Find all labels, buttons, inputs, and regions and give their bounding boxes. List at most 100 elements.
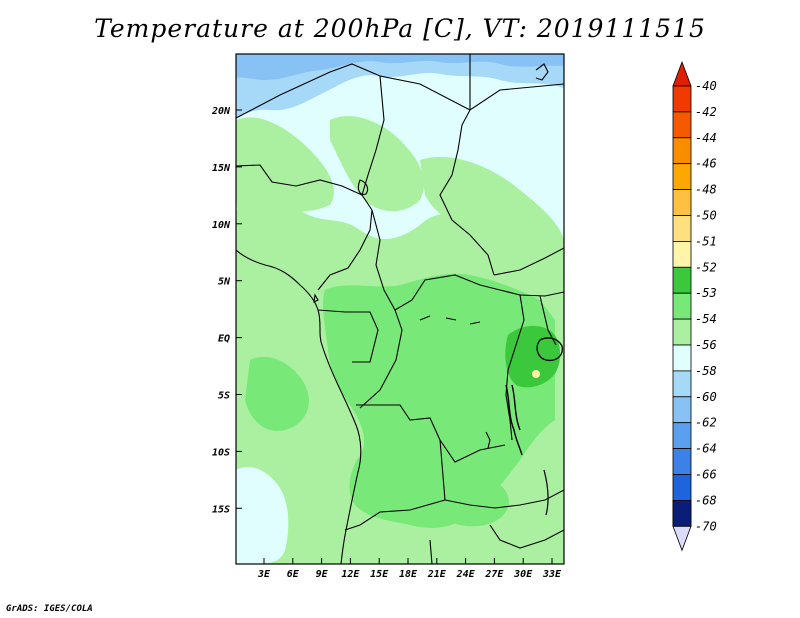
border-botswana-zimbabwe [489,524,564,549]
lon-label: 27E [484,569,504,580]
colorbar-swatch [672,292,692,320]
colorbar-swatch [672,396,692,424]
colorbar-top-cap [672,60,692,87]
lon-label: 9E [316,569,329,580]
border-car-south [394,274,521,311]
field-blue-band [236,54,564,80]
lake-mweru [485,431,491,449]
colorbar-swatch [672,266,692,294]
border-nigeria-east [317,209,373,291]
colorbar-swatch [672,137,692,165]
field-yellow-51-spot [532,370,540,378]
colorbar-label: -42 [695,105,717,119]
temperature-field [236,54,564,564]
lon-label: 21E [427,569,447,580]
colorbar-label: -40 [695,79,717,93]
lon-label: 15E [370,569,389,580]
field-green-tongue-central [330,116,424,212]
lon-label: 24E [456,569,476,580]
colorbar-label: -70 [695,519,717,533]
lake-victoria [536,337,563,362]
sinai-coast [535,63,549,81]
colorbar [672,60,692,552]
colorbar-label: -62 [695,416,717,430]
border-namibia-botswana [429,539,433,564]
lon-label: 18E [399,569,418,580]
lat-label: EQ [218,334,230,345]
lon-label: 6E [287,569,300,580]
lat-label: 10N [212,220,231,231]
colorbar-swatch [672,215,692,242]
colorbar-label: -64 [695,442,717,456]
field-green-53-south [430,466,509,527]
colorbar-swatch [672,422,692,450]
border-libya-chad [469,54,564,112]
field-green-53-west [245,356,309,431]
colorbar-swatch [672,474,692,501]
longitude-labels: 3E 6E 9E 12E 15E 18E 21E 24E 27E 30E 33E [257,569,562,580]
colorbar-label: -50 [695,209,717,223]
river-congo-marks [419,315,481,325]
border-mali-niger-nigeria [236,164,363,196]
border-angola-drc [356,404,506,463]
lat-label: 5S [218,391,230,402]
border-gabon-congo [317,309,379,363]
colorbar-label: -46 [695,157,717,171]
colorbar-swatch [672,318,692,346]
lat-label: 20N [211,106,231,117]
lon-label: 33E [542,569,562,580]
border-algeria-niger [236,63,471,119]
lat-label: 15N [212,163,231,174]
field-green-52-kivu [505,325,561,388]
colorbar-swatch [672,240,692,268]
colorbar-label: -52 [695,260,717,274]
colorbar-labels: -40 -42 -44 -46 -48 -50 -51 -52 -53 -54 -56 -58 -60 -… [695,79,717,533]
colorbar-swatch [672,344,692,372]
colorbar-swatch [672,189,692,216]
border-drc-east [505,294,525,441]
field-green-tongue-west [236,117,334,222]
lon-label: 30E [513,569,533,580]
colorbar-label: -68 [695,493,717,507]
lake-chad [357,179,369,195]
border-congo-drc [359,309,403,409]
grads-credit: GrADS: IGES/COLA [6,604,93,614]
lat-label: 5N [218,277,231,288]
field-green-53-congo-basin [323,273,555,528]
colorbar-label: -56 [695,338,717,352]
colorbar-label: -66 [695,468,717,482]
colorbar-label: -53 [695,286,717,300]
colorbar-label: -60 [695,390,717,404]
map-frame [235,53,565,565]
latitude-labels: 20N 15N 10N 5N EQ 5S 10S 15S [211,106,231,515]
colorbar-swatch [672,370,692,398]
border-niger-chad [361,75,385,211]
lat-label: 15S [212,504,230,515]
border-angola-zambia [344,439,446,531]
border-chad-sudan [439,109,495,276]
colorbar-label: -51 [695,234,717,248]
colorbar-swatch [672,163,692,190]
lake-small-north [313,293,319,303]
colorbar-swatch [672,85,692,113]
colorbar-label: -44 [695,131,717,145]
country-borders [236,54,564,564]
border-uganda-kenya [539,295,557,346]
colorbar-label: -48 [695,183,717,197]
west-africa-coastline [236,249,362,564]
field-pale-cyan-southwest [236,466,289,564]
border-ssudan-south [519,291,564,297]
field-green-tongue-east [420,156,564,262]
colorbar-label: -54 [695,312,717,326]
lat-label: 10S [212,447,230,458]
colorbar-swatch [672,111,692,139]
colorbar-swatch [672,448,692,475]
border-sudan-ssudan [493,247,564,276]
lon-label: 3E [257,569,271,580]
colorbar-bottom-cap [672,525,692,552]
colorbar-swatch [672,499,692,527]
border-cameroon-car [371,209,396,311]
lon-label: 12E [341,569,360,580]
colorbar-label: -58 [695,364,717,378]
